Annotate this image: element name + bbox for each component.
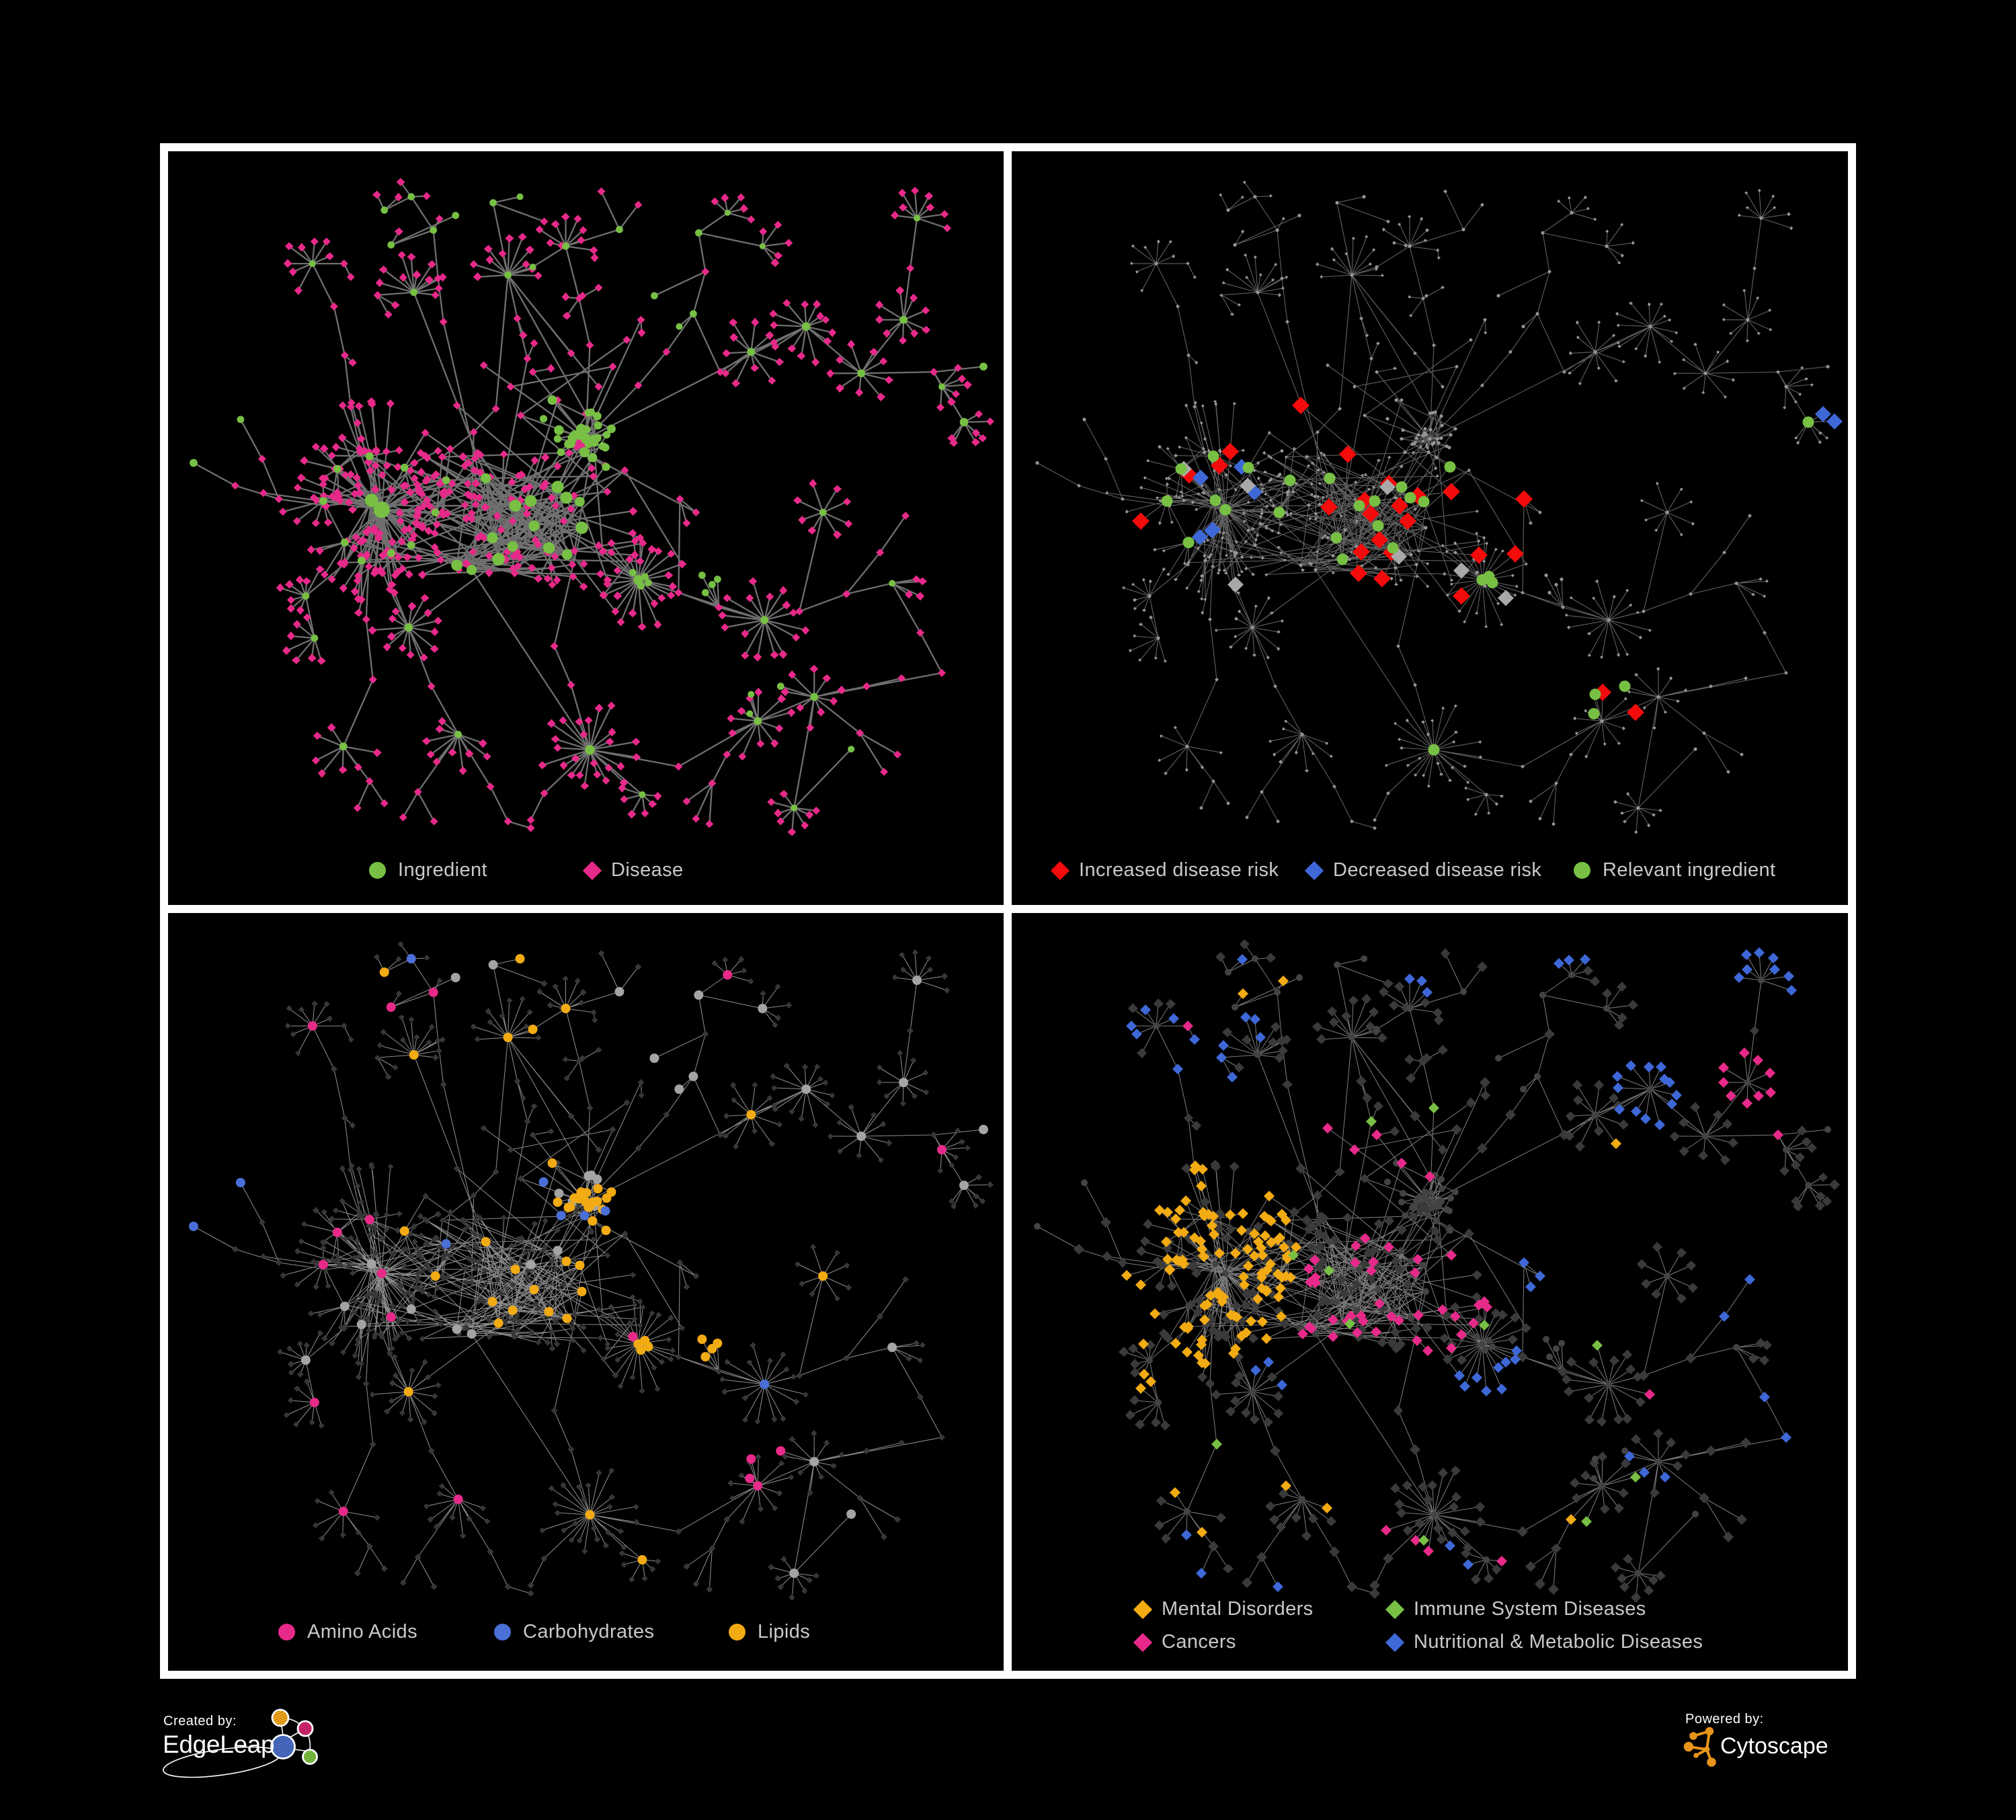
svg-text:EdgeLeap: EdgeLeap — [163, 1731, 274, 1758]
svg-text:Powered by:: Powered by: — [1685, 1712, 1764, 1727]
svg-text:Cytoscape: Cytoscape — [1720, 1733, 1828, 1759]
svg-text:Created by:: Created by: — [163, 1714, 237, 1729]
